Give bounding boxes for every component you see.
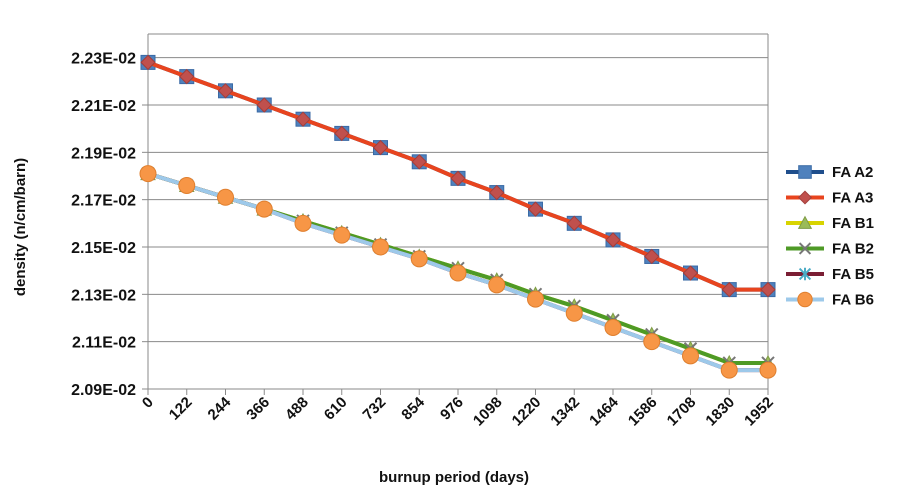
x-tick-label: 854 <box>398 393 428 423</box>
data-point-diamond <box>256 97 272 113</box>
x-tick-label: 1464 <box>586 393 622 429</box>
y-tick-label: 2.11E-02 <box>72 335 136 352</box>
x-tick-label: 610 <box>321 394 351 424</box>
legend-item: FA B5 <box>786 266 874 283</box>
data-point-circle <box>720 361 738 379</box>
y-tick-label: 2.17E-02 <box>71 193 136 210</box>
legend-label: FA B1 <box>832 215 874 232</box>
axes <box>142 34 769 395</box>
x-tick-label: 488 <box>282 394 312 424</box>
x-tick-label: 1098 <box>470 394 506 430</box>
data-point-diamond <box>527 201 544 217</box>
x-axis-title: burnup period (days) <box>379 469 529 486</box>
data-point-circle <box>449 264 467 282</box>
data-point-circle <box>217 188 234 206</box>
y-tick-labels: 2.09E-02 2.11E-02 2.13E-02 2.15E-02 2.17E-02… <box>71 51 136 399</box>
data-point-diamond <box>217 83 234 99</box>
data-point-diamond <box>140 54 156 71</box>
data-point-circle <box>604 318 622 336</box>
legend-label: FA B6 <box>832 292 874 309</box>
x-tick-label: 366 <box>243 394 273 424</box>
data-point-diamond <box>450 170 466 187</box>
data-point-diamond <box>372 139 389 156</box>
data-point-diamond <box>179 68 195 85</box>
x-tick-label: 732 <box>360 394 390 424</box>
legend-item: FA A2 <box>786 164 873 181</box>
y-tick-label: 2.15E-02 <box>71 240 136 257</box>
legend-item: FA B6 <box>786 292 874 309</box>
data-point-circle <box>565 304 583 322</box>
data-point-circle <box>643 333 661 351</box>
data-point-circle <box>759 361 777 379</box>
data-point-diamond <box>295 111 311 127</box>
legend-label: FA B5 <box>832 266 874 283</box>
data-point-diamond <box>721 281 737 298</box>
data-point-square <box>798 165 812 179</box>
data-point-circle <box>797 291 813 308</box>
data-point-circle <box>255 200 273 218</box>
data-point-circle <box>527 290 544 308</box>
x-tick-label: 1586 <box>625 394 661 430</box>
gridlines <box>148 33 768 390</box>
data-point-circle <box>410 250 428 268</box>
data-point-circle <box>488 276 506 294</box>
legend: FA A2 FA A3 FA B1 FA B2 FA B5 FA B6 <box>786 164 874 309</box>
series-fa-a3 <box>140 54 776 298</box>
data-point-diamond <box>644 248 660 265</box>
y-tick-label: 2.13E-02 <box>71 287 136 304</box>
y-tick-label: 2.09E-02 <box>71 382 136 399</box>
legend-label: FA B2 <box>832 241 874 258</box>
data-point-circle <box>682 347 699 365</box>
y-tick-label: 2.19E-02 <box>71 145 136 162</box>
legend-label: FA A2 <box>832 164 873 181</box>
data-point-diamond <box>334 125 350 142</box>
x-tick-label: 1342 <box>547 394 583 430</box>
legend-label: FA A3 <box>832 190 873 207</box>
data-point-triangle <box>797 215 813 229</box>
data-point-x <box>798 242 812 255</box>
data-point-circle <box>139 165 157 183</box>
data-point-diamond <box>605 232 621 248</box>
x-tick-label: 1220 <box>509 394 545 430</box>
legend-item: FA B1 <box>786 215 874 232</box>
y-tick-label: 2.21E-02 <box>71 98 136 115</box>
data-point-diamond <box>682 265 699 281</box>
y-tick-label: 2.23E-02 <box>71 51 136 68</box>
legend-item: FA B2 <box>786 241 874 258</box>
series-lines <box>139 54 777 379</box>
data-point-circle <box>372 238 389 256</box>
data-point-circle <box>333 226 351 244</box>
x-tick-label: 1952 <box>741 394 777 430</box>
x-tick-label: 244 <box>205 393 235 423</box>
data-point-circle <box>294 214 312 232</box>
x-tick-labels: 0 122 244 366 488 610 732 854 976 1098 1220 1342 146… <box>139 393 777 429</box>
data-point-diamond <box>566 215 582 232</box>
data-point-diamond <box>760 281 776 298</box>
data-point-diamond <box>411 154 427 170</box>
x-tick-label: 0 <box>139 394 157 412</box>
data-point-diamond <box>797 190 813 205</box>
x-tick-label: 1830 <box>702 394 738 430</box>
x-tick-label: 122 <box>166 394 196 424</box>
x-tick-label: 976 <box>437 394 467 424</box>
data-point-circle <box>178 176 196 194</box>
series-fa-b6 <box>139 165 777 379</box>
legend-item: FA A3 <box>786 190 873 207</box>
data-point-diamond <box>489 184 505 201</box>
data-point-star <box>798 267 812 281</box>
x-tick-label: 1708 <box>664 394 700 430</box>
y-axis-title: density (n/cm/barn) <box>12 158 29 296</box>
